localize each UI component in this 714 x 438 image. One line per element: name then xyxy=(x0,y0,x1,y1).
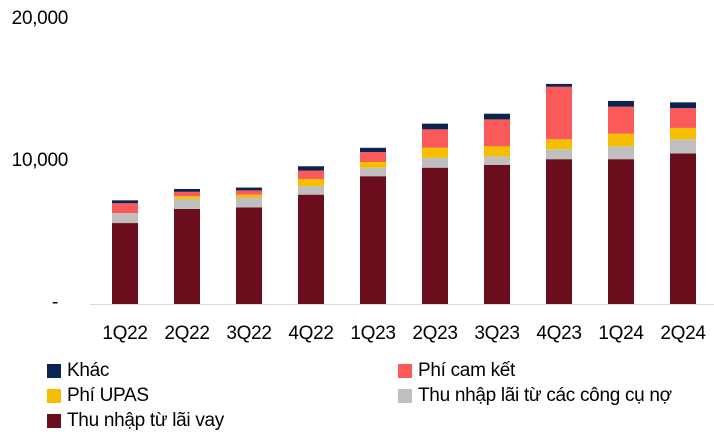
x-tick-label: 1Q22 xyxy=(102,323,148,344)
bar-segment-4Q23-series-2 xyxy=(546,139,572,150)
legend-label: Thu nhập từ lãi vay xyxy=(67,410,224,431)
legend-item: Khác xyxy=(47,361,109,381)
bar-segment-1Q24-series-2 xyxy=(608,133,634,147)
bar-segment-4Q22-series-4 xyxy=(298,166,324,171)
bar-segment-1Q23-series-4 xyxy=(360,147,386,153)
bar-segment-1Q22-series-4 xyxy=(112,200,138,204)
bar-segment-1Q24-series-4 xyxy=(608,100,634,107)
legend-swatch xyxy=(398,389,412,403)
bar-segment-3Q23-series-3 xyxy=(484,119,510,147)
bar-segment-1Q23-series-2 xyxy=(360,162,386,168)
y-tick-label: 20,000 xyxy=(11,8,69,29)
legend-item: Thu nhập từ lãi vay xyxy=(47,411,224,431)
bar-segment-1Q22-series-3 xyxy=(112,203,138,214)
x-tick-label: 4Q22 xyxy=(288,323,334,344)
bar-segment-4Q23-series-0 xyxy=(546,159,572,304)
bar-segment-1Q22-series-0 xyxy=(112,223,138,304)
legend-label: Phí UPAS xyxy=(67,385,149,406)
legend-item: Thu nhập lãi từ các công cụ nợ xyxy=(398,386,672,406)
bar-segment-2Q23-series-0 xyxy=(422,167,448,304)
bar-segment-3Q22-series-0 xyxy=(236,207,262,304)
bar-segment-2Q23-series-2 xyxy=(422,147,448,158)
bar-segment-1Q24-series-1 xyxy=(608,146,634,160)
bar-segment-1Q22-series-1 xyxy=(112,213,138,224)
bar-segment-3Q23-series-0 xyxy=(484,164,510,304)
x-tick-label: 2Q22 xyxy=(164,323,210,344)
bar-segment-3Q22-series-4 xyxy=(236,187,262,191)
bar-segment-1Q24-series-0 xyxy=(608,159,634,304)
legend-item: Phí cam kết xyxy=(398,361,515,381)
bar-segment-2Q22-series-2 xyxy=(174,196,200,199)
bar-segment-4Q23-series-3 xyxy=(546,86,572,140)
bar-segment-2Q23-series-1 xyxy=(422,157,448,168)
bar-segment-1Q23-series-3 xyxy=(360,152,386,162)
bar-segment-2Q24-series-3 xyxy=(670,108,696,128)
x-tick-label: 3Q22 xyxy=(226,323,272,344)
x-tick-label: 1Q23 xyxy=(350,323,396,344)
bar-segment-4Q22-series-2 xyxy=(298,179,324,187)
bar-segment-3Q22-series-3 xyxy=(236,190,262,195)
bar-segment-4Q22-series-1 xyxy=(298,186,324,195)
bar-segment-2Q22-series-1 xyxy=(174,198,200,209)
bar-segment-3Q23-series-1 xyxy=(484,156,510,165)
bar-segment-2Q24-series-4 xyxy=(670,102,696,109)
bar-segment-1Q23-series-0 xyxy=(360,176,386,304)
bar-segment-2Q24-series-0 xyxy=(670,153,696,304)
legend-swatch xyxy=(47,389,61,403)
bar-segment-1Q23-series-1 xyxy=(360,167,386,177)
bar-segment-2Q22-series-4 xyxy=(174,188,200,192)
bar-segment-2Q22-series-0 xyxy=(174,208,200,304)
bar-segment-3Q23-series-2 xyxy=(484,146,510,157)
bar-segment-2Q23-series-3 xyxy=(422,129,448,148)
bar-segment-1Q24-series-3 xyxy=(608,106,634,134)
legend-swatch xyxy=(47,414,61,428)
legend-swatch xyxy=(398,364,412,378)
bar-segment-3Q22-series-2 xyxy=(236,194,262,198)
y-tick-label: 10,000 xyxy=(11,150,69,171)
x-tick-label: 2Q23 xyxy=(412,323,458,344)
bar-segment-4Q23-series-1 xyxy=(546,149,572,160)
x-tick-label: 3Q23 xyxy=(474,323,520,344)
bar-segment-4Q22-series-3 xyxy=(298,170,324,180)
y-tick-label: - xyxy=(51,292,58,313)
bar-segment-2Q24-series-1 xyxy=(670,139,696,154)
bar-segment-3Q22-series-1 xyxy=(236,197,262,208)
bar-segment-2Q22-series-3 xyxy=(174,191,200,197)
bar-segment-3Q23-series-4 xyxy=(484,113,510,120)
bar-segment-2Q23-series-4 xyxy=(422,123,448,130)
x-tick-label: 1Q24 xyxy=(598,323,644,344)
legend-label: Thu nhập lãi từ các công cụ nợ xyxy=(418,385,672,406)
legend-item: Phí UPAS xyxy=(47,386,149,406)
bar-segment-4Q22-series-0 xyxy=(298,194,324,304)
x-tick-label: 4Q23 xyxy=(536,323,582,344)
bar-segment-4Q23-series-4 xyxy=(546,83,572,87)
legend-label: Khác xyxy=(67,360,110,381)
legend-swatch xyxy=(47,364,61,378)
legend-label: Phí cam kết xyxy=(418,360,516,381)
x-tick-label: 2Q24 xyxy=(660,323,706,344)
bar-segment-2Q24-series-2 xyxy=(670,127,696,140)
